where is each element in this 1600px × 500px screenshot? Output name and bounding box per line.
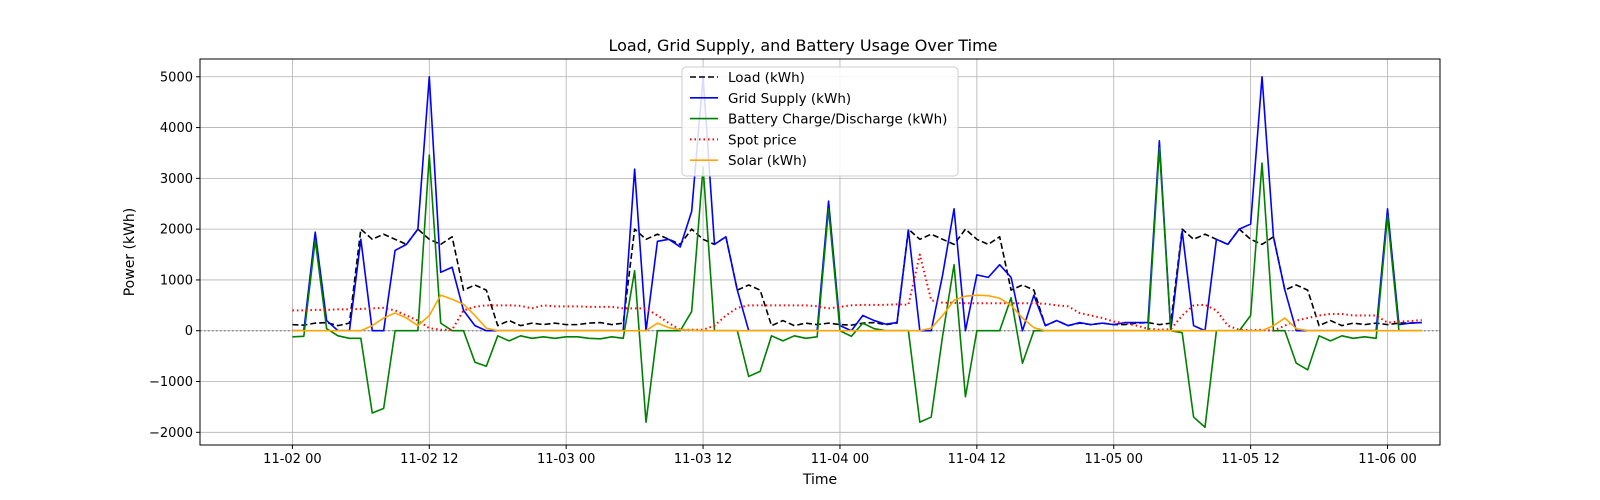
x-tick-label: 11-04 12 (948, 452, 1006, 467)
chart-title: Load, Grid Supply, and Battery Usage Ove… (608, 36, 997, 55)
legend-label: Solar (kWh) (728, 153, 807, 169)
legend-label: Load (kWh) (728, 70, 805, 86)
y-axis-label: Power (kWh) (122, 208, 138, 297)
series-line-1 (292, 75, 1422, 332)
x-tick-label: 11-05 12 (1221, 452, 1279, 467)
series-line-0 (292, 228, 1422, 327)
x-tick-label: 11-02 12 (400, 452, 458, 467)
series-line-2 (292, 147, 1422, 429)
legend-label: Spot price (728, 132, 797, 148)
legend-label: Battery Charge/Discharge (kWh) (728, 112, 947, 128)
y-tick-label: 2000 (160, 223, 193, 238)
plot-series (292, 75, 1422, 429)
legend: Load (kWh) Grid Supply (kWh) Battery Charg… (681, 66, 959, 177)
series-line-4 (292, 294, 1422, 332)
y-tick-label: 0 (185, 324, 193, 339)
legend-label: Grid Supply (kWh) (728, 91, 851, 107)
y-tick-label: 5000 (160, 70, 193, 85)
x-tick-label: 11-02 00 (263, 452, 321, 467)
x-axis-ticks: 11-02 00 11-02 12 11-03 00 11-03 12 11-04 00… (263, 445, 1417, 467)
x-tick-label: 11-06 00 (1358, 452, 1416, 467)
legend-box (681, 66, 959, 177)
x-tick-label: 11-04 00 (811, 452, 869, 467)
y-tick-label: 1000 (160, 273, 193, 288)
x-axis-label: Time (802, 472, 837, 488)
x-tick-label: 11-03 12 (674, 452, 732, 467)
y-tick-label: −2000 (149, 426, 193, 441)
x-tick-label: 11-05 00 (1085, 452, 1143, 467)
y-tick-label: 3000 (160, 172, 193, 187)
y-tick-label: 4000 (160, 121, 193, 136)
series-line-3 (292, 253, 1422, 332)
plot-frame (199, 58, 1441, 446)
y-tick-label: −1000 (149, 375, 193, 390)
x-tick-label: 11-03 00 (537, 452, 595, 467)
y-axis-ticks: −2000 −1000 0 1000 2000 3000 4000 5000 (149, 70, 200, 441)
